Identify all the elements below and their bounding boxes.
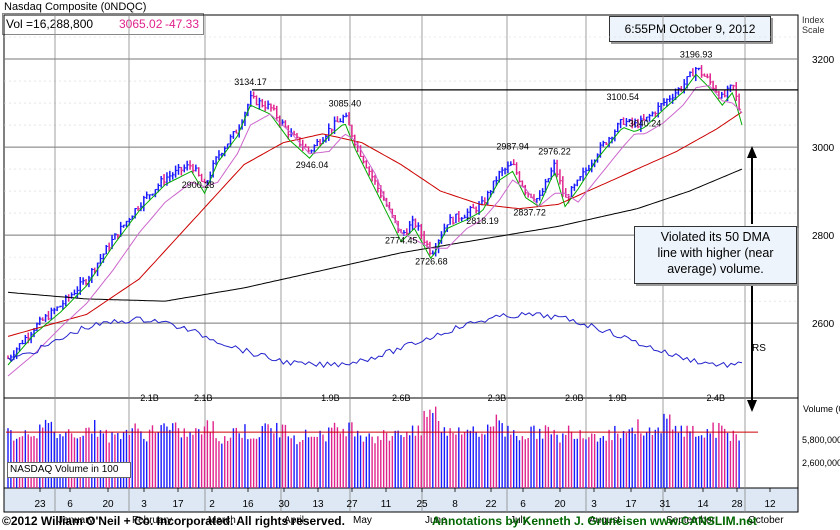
annotation-line3: average) volume. (667, 262, 764, 276)
volume-peak-label: 2.6B (392, 393, 411, 403)
date-tick-label: 8 (452, 499, 458, 510)
annotation-line2: line with higher (near (657, 246, 774, 260)
index-scale-line1: Index (802, 15, 825, 25)
volume-peak-label: 2.4B (707, 393, 726, 403)
date-tick-label: 6 (520, 499, 526, 510)
index-scale-label: Index Scale (802, 15, 825, 35)
date-tick-label: 23 (34, 499, 46, 510)
month-label: September (666, 515, 716, 526)
date-tick-label: 3 (141, 499, 147, 510)
date-tick-label: 2 (209, 499, 215, 510)
volume-tick-label: 2,600,000 (802, 458, 840, 468)
price-change: -47.33 (165, 17, 200, 31)
month-label: April (284, 515, 304, 526)
date-tick-label: 11 (381, 499, 392, 510)
date-tick-label: 13 (312, 499, 324, 510)
month-label: July (510, 515, 528, 526)
dma50-line (7, 111, 743, 337)
ma10-line (7, 73, 743, 366)
rs-line (7, 311, 743, 369)
date-tick-label: 16 (242, 499, 254, 510)
price-tick-label: 2600 (812, 319, 835, 330)
price-point-label: 2976.22 (538, 147, 571, 157)
date-tick-label: 30 (278, 499, 290, 510)
month-label: June (425, 515, 447, 526)
month-label: May (353, 515, 372, 526)
date-tick-label: 25 (416, 499, 428, 510)
copyright-text: ©2012 William O'Neil + Co. Incorporated.… (2, 514, 345, 528)
volume-tick-label: 5,800,000 (802, 435, 840, 445)
month-label: August (589, 515, 620, 526)
date-tick-label: 31 (659, 499, 671, 510)
index-scale-line2: Scale (802, 25, 825, 35)
date-tick-label: 14 (697, 499, 709, 510)
price-point-label: 3134.17 (234, 77, 267, 87)
price-point-label: 2774.45 (385, 235, 418, 245)
annotation-arrowhead-up (747, 146, 757, 158)
price-point-label: 3100.54 (606, 92, 639, 102)
price-point-label: 2837.72 (513, 208, 546, 218)
date-tick-label: 20 (554, 499, 566, 510)
volume-legend: NASDAQ Volume in 100 (7, 462, 131, 478)
price-point-label: 3196.93 (680, 49, 713, 59)
price-point-label: 2987.94 (496, 141, 529, 151)
volume-peak-label: 2.1B (194, 393, 213, 403)
date-axis-band (3, 487, 799, 513)
volume-peak-label: 1.9B (321, 393, 340, 403)
date-tick-label: 27 (346, 499, 358, 510)
date-tick-label: 28 (731, 499, 743, 510)
last-price: 3065.02 (119, 17, 163, 31)
date-tick-label: 17 (172, 499, 184, 510)
price-point-label: 3085.40 (329, 98, 362, 108)
price-point-label: 2946.04 (296, 160, 329, 170)
price-point-label: 3040.24 (629, 118, 662, 128)
date-tick-label: 12 (764, 499, 776, 510)
annotation-box: Violated its 50 DMA line with higher (ne… (634, 226, 797, 284)
annotation-credit: Annotations by Kenneth J. Gruneisen www.… (432, 514, 757, 528)
rs-label: RS (752, 343, 766, 354)
price-tick-label: 3000 (812, 143, 835, 154)
date-box: 6:55PM October 9, 2012 (609, 16, 771, 42)
volume-axis-label: Volume (00) (803, 404, 840, 414)
annotation-line1: Violated its 50 DMA (660, 230, 771, 244)
month-label: January (58, 515, 94, 526)
month-label: March (208, 515, 236, 526)
date-tick-label: 3 (591, 499, 597, 510)
price-tick-label: 2800 (812, 231, 835, 242)
dma200-line (7, 168, 743, 302)
price-point-label: 2726.68 (415, 256, 448, 266)
date-tick-label: 17 (625, 499, 637, 510)
date-tick-label: 20 (102, 499, 114, 510)
volume-peak-label: 2.3B (488, 393, 507, 403)
date-tick-label: 22 (485, 499, 497, 510)
price-panel-frame (3, 14, 799, 399)
volume-readout: Vol =16,288,800 3065.02 -47.33 (2, 13, 204, 35)
volume-peak-label: 2.0B (565, 393, 584, 403)
month-label: October (748, 515, 784, 526)
volume-value: Vol =16,288,800 (6, 17, 94, 31)
price-point-label: 2818.19 (466, 216, 499, 226)
chart-title: Nasdaq Composite (0NDQC) (4, 1, 147, 13)
price-point-label: 2900.28 (182, 180, 215, 190)
date-tick-label: 6 (67, 499, 73, 510)
volume-peak-label: 1.9B (608, 393, 627, 403)
annotation-arrowhead-down (747, 400, 757, 412)
month-label: February (132, 515, 172, 526)
ma21-line (7, 84, 743, 377)
price-tick-label: 3200 (812, 55, 835, 66)
volume-peak-label: 2.1B (140, 393, 159, 403)
